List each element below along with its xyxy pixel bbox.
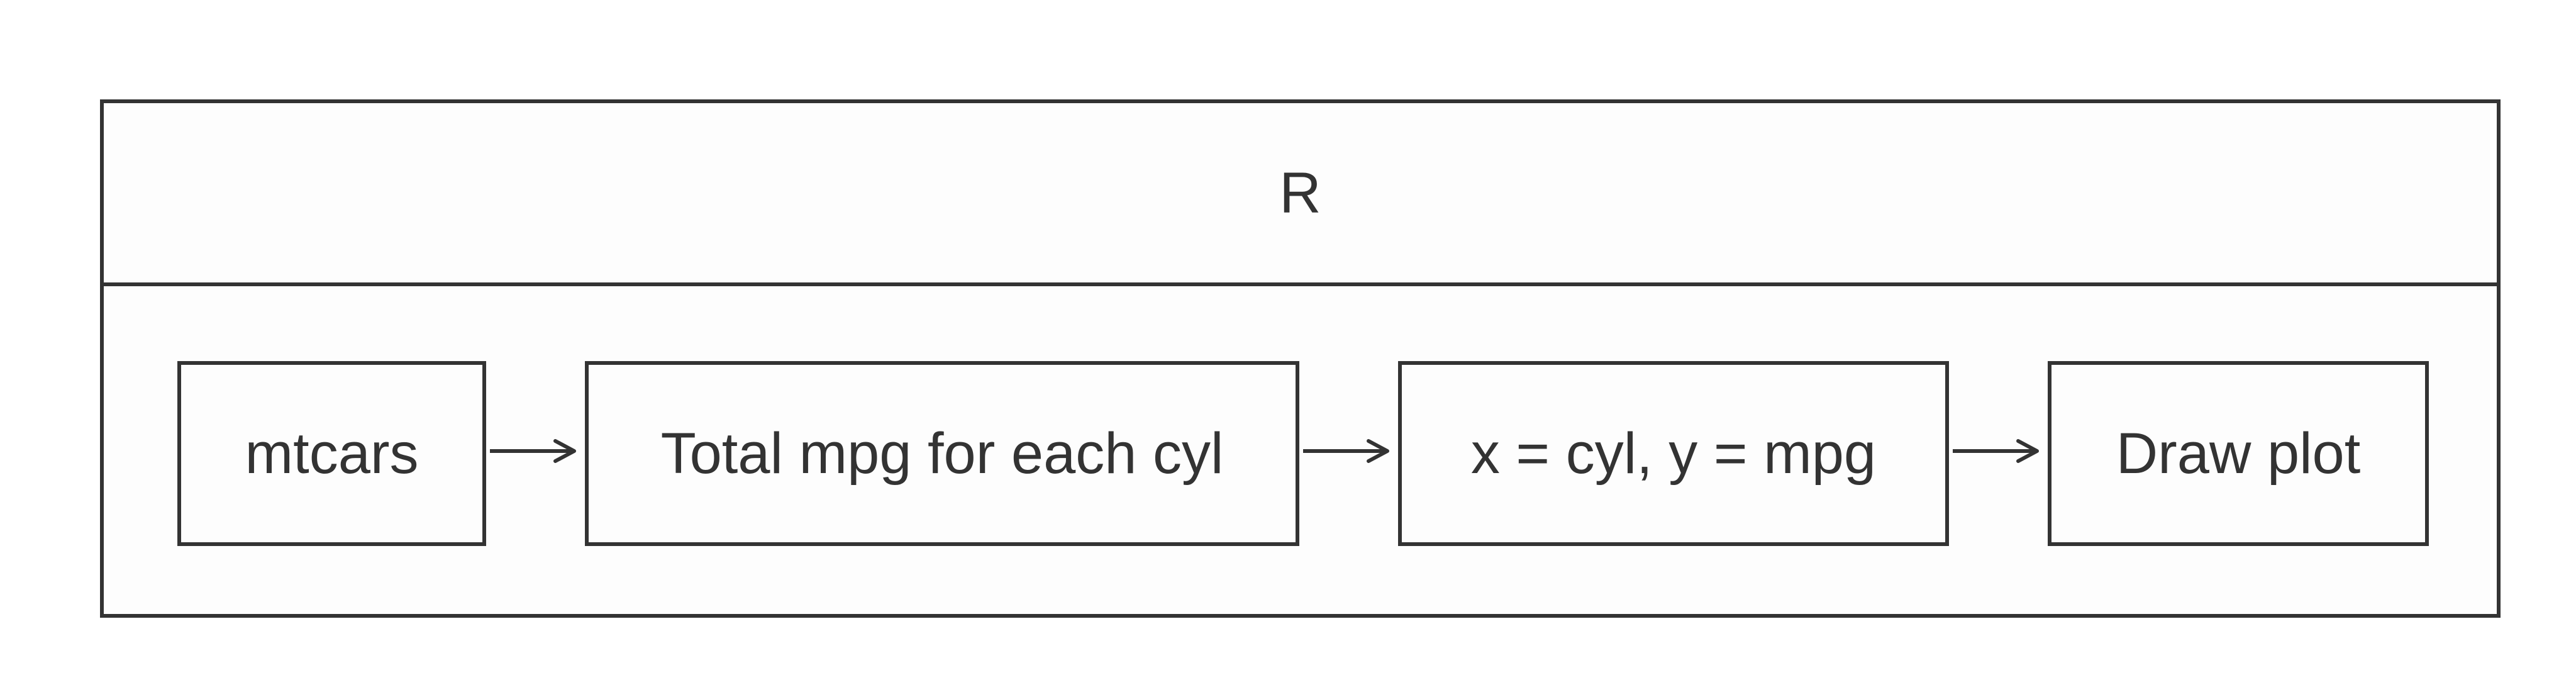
node-mapping-label: x = cyl, y = mpg (1470, 421, 1877, 486)
node-mtcars: mtcars (177, 361, 486, 546)
node-mtcars-label: mtcars (245, 421, 419, 486)
node-total-mpg-label: Total mpg for each cyl (660, 421, 1224, 486)
node-draw-plot: Draw plot (2048, 361, 2429, 546)
node-total-mpg: Total mpg for each cyl (585, 361, 1299, 546)
r-container-header: R (104, 103, 2497, 286)
r-container: R mtcars Total mpg for each cyl x = cyl,… (100, 99, 2501, 618)
node-mapping: x = cyl, y = mpg (1398, 361, 1949, 546)
r-container-title: R (1279, 160, 1321, 225)
node-draw-plot-label: Draw plot (2116, 421, 2361, 486)
